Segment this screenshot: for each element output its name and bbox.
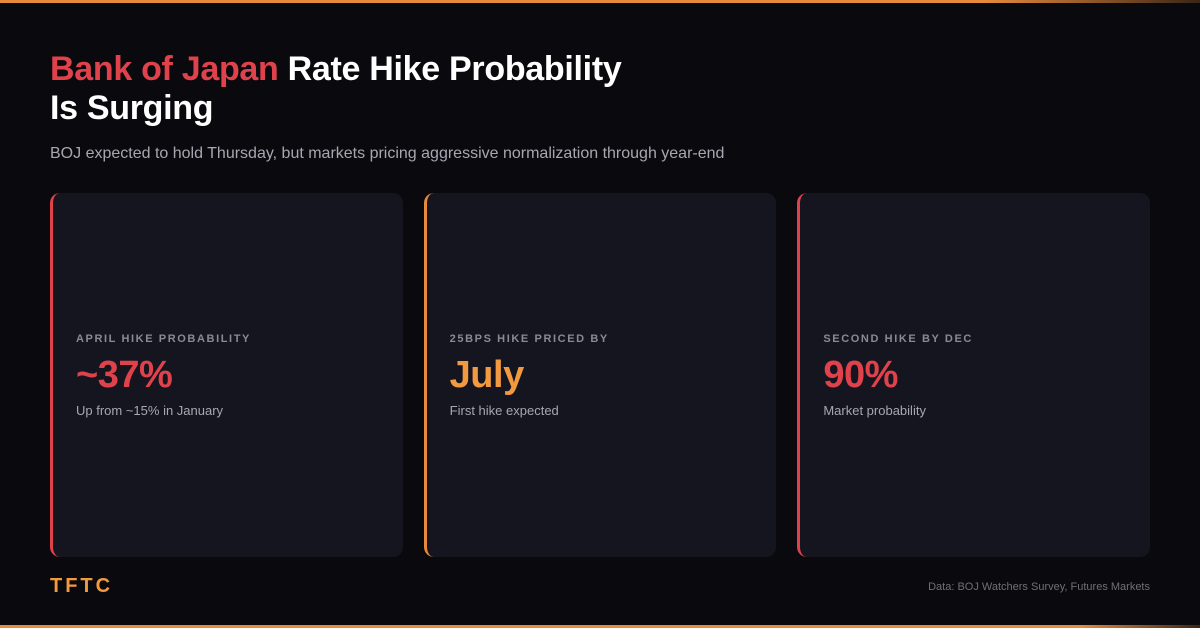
stat-cards: APRIL HIKE PROBABILITY ~37% Up from ~15%…: [50, 193, 1151, 557]
stat-card-note: Up from ~15% in January: [76, 402, 224, 418]
brand-logo: TFTC: [50, 575, 114, 597]
stat-card-label: 25BPS HIKE PRICED BY: [449, 332, 609, 345]
stat-card-label: SECOND HIKE BY DEC: [823, 332, 973, 345]
bottom-accent-bar: [0, 625, 1200, 628]
data-source: Data: BOJ Watchers Survey, Futures Marke…: [928, 581, 1150, 593]
stat-card-value: ~37%: [76, 353, 173, 396]
headline-rest: Rate Hike Probability: [278, 50, 622, 88]
stat-card-hike-priced-by: 25BPS HIKE PRICED BY July First hike exp…: [423, 193, 777, 557]
stat-card-label: APRIL HIKE PROBABILITY: [76, 332, 251, 345]
stat-card-note: First hike expected: [449, 402, 559, 418]
headline: Bank of Japan Rate Hike Probability Is S…: [50, 50, 810, 128]
top-accent-bar: [0, 0, 1200, 3]
stat-card-april-probability: APRIL HIKE PROBABILITY ~37% Up from ~15%…: [50, 193, 403, 557]
stat-card-second-hike: SECOND HIKE BY DEC 90% Market probabilit…: [797, 193, 1151, 557]
headline-line2: Is Surging: [50, 89, 214, 127]
headline-accent: Bank of Japan: [50, 50, 279, 88]
subtitle: BOJ expected to hold Thursday, but marke…: [50, 145, 725, 162]
stat-card-value: 90%: [823, 353, 898, 396]
stat-card-value: July: [449, 353, 525, 396]
stat-card-note: Market probability: [823, 402, 926, 418]
